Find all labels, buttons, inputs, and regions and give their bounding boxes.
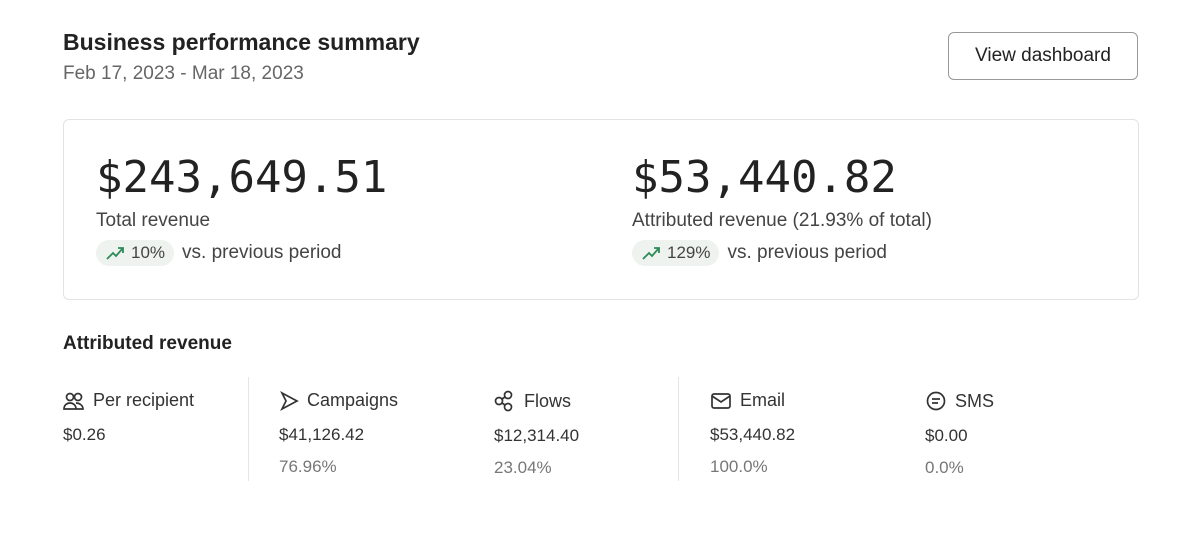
change-badge: 10% [96, 240, 175, 266]
column-label: Flows [524, 390, 572, 411]
column-value: $12,314.40 [494, 426, 580, 445]
column-label: Campaigns [307, 390, 399, 410]
divider [678, 377, 679, 481]
comparison-label: vs. previous period [182, 242, 342, 263]
attributed-revenue-metric: $53,440.82 Attributed revenue (21.93% of… [632, 152, 932, 266]
column-percent: 100.0% [710, 457, 768, 476]
total-revenue-metric: $243,649.51 Total revenue 10% vs. previou… [96, 152, 387, 266]
revenue-card: $243,649.51 Total revenue 10% vs. previou… [63, 119, 1139, 300]
send-icon [280, 390, 299, 411]
campaigns-column: Campaigns $41,126.42 76.96% [279, 390, 398, 477]
sms-icon [926, 391, 946, 411]
comparison-label: vs. previous period [727, 242, 887, 263]
column-value: $0.26 [63, 425, 106, 444]
attributed-revenue-label: Attributed revenue (21.93% of total) [632, 210, 932, 231]
trend-up-icon [642, 247, 660, 260]
column-value: $0.00 [925, 426, 968, 445]
flows-icon [494, 390, 513, 412]
total-revenue-value: $243,649.51 [96, 152, 388, 203]
sms-column: SMS $0.00 0.0% [925, 390, 994, 478]
page-title: Business performance summary [63, 29, 420, 55]
column-label: Email [740, 390, 786, 410]
attributed-revenue-heading: Attributed revenue [63, 333, 232, 354]
column-label: Per recipient [93, 390, 195, 410]
column-percent: 76.96% [279, 457, 337, 476]
attributed-revenue-value: $53,440.82 [632, 152, 897, 203]
column-percent: 23.04% [494, 458, 552, 477]
column-percent: 0.0% [925, 458, 964, 477]
change-badge: 129% [632, 240, 720, 266]
per-recipient-column: Per recipient $0.26 [63, 390, 194, 445]
column-value: $53,440.82 [710, 425, 796, 444]
change-value: 10% [131, 243, 166, 262]
email-column: Email $53,440.82 100.0% [710, 390, 795, 477]
date-range: Feb 17, 2023 - Mar 18, 2023 [63, 63, 304, 84]
view-dashboard-button[interactable]: View dashboard [948, 32, 1138, 80]
column-value: $41,126.42 [279, 425, 365, 444]
divider [248, 377, 249, 481]
users-icon [63, 392, 84, 410]
column-label: SMS [955, 390, 995, 411]
flows-column: Flows $12,314.40 23.04% [494, 390, 579, 478]
total-revenue-label: Total revenue [96, 210, 211, 231]
trend-up-icon [106, 247, 124, 260]
change-value: 129% [667, 243, 711, 262]
mail-icon [711, 392, 731, 409]
